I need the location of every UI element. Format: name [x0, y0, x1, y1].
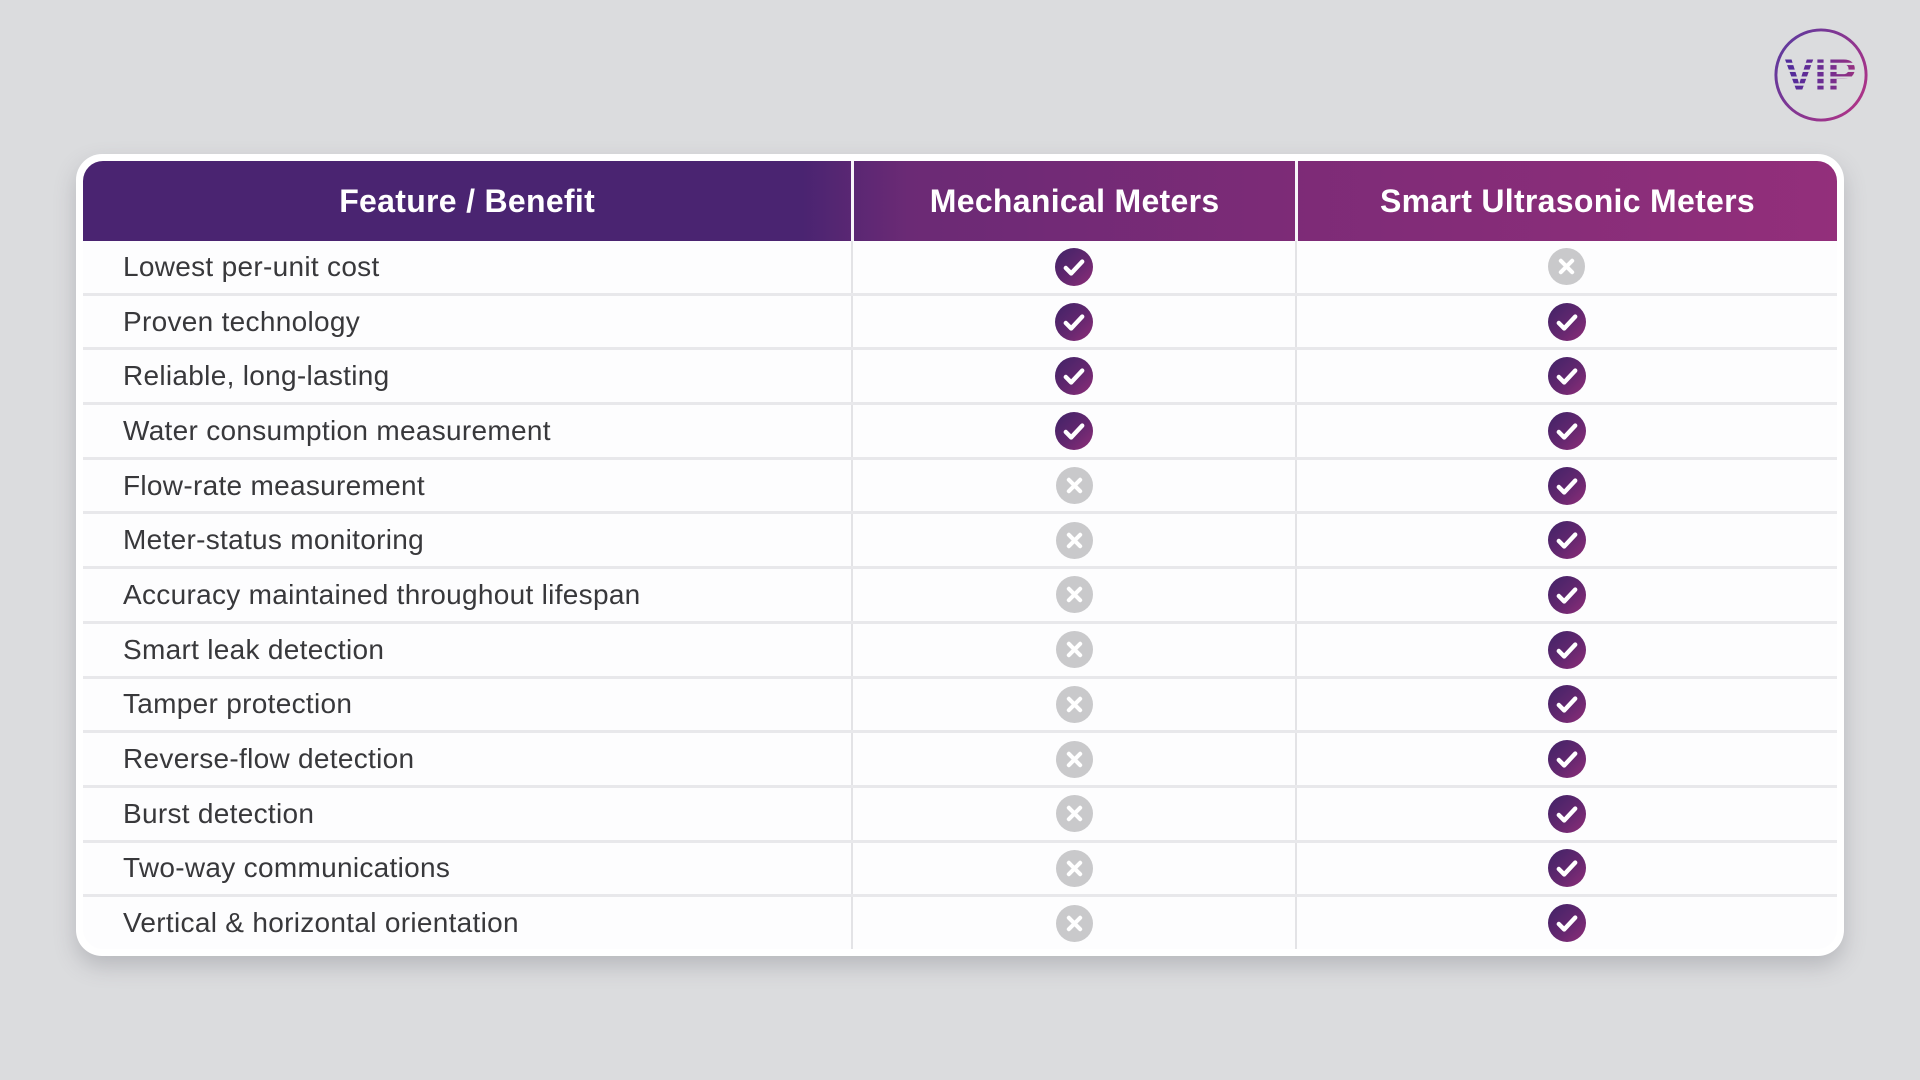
smart-cell: [1295, 514, 1837, 567]
table-row: Two-way communications: [83, 839, 1837, 895]
vip-logo-graphic: VIP: [1774, 28, 1868, 122]
check-icon: [1547, 466, 1586, 505]
cross-icon: [1055, 904, 1093, 942]
mechanical-cell: [851, 733, 1295, 785]
cross-icon: [1055, 795, 1093, 833]
feature-label: Burst detection: [83, 787, 852, 840]
cross-icon: [1055, 631, 1093, 669]
check-icon: [1547, 357, 1586, 396]
check-icon: [1547, 685, 1586, 724]
mechanical-cell: [851, 623, 1295, 676]
table-row: Accuracy maintained throughout lifespan: [83, 566, 1837, 621]
check-icon: [1547, 630, 1586, 669]
table-row: Burst detection: [83, 784, 1837, 840]
vip-logo-text: VIP: [1785, 52, 1857, 100]
mechanical-cell: [851, 459, 1295, 512]
header-cell-feature: Feature / Benefit: [339, 182, 596, 219]
feature-label: Flow-rate measurement: [83, 459, 852, 512]
mechanical-cell: [851, 842, 1295, 895]
vip-logo-stripes: [1784, 62, 1858, 86]
check-icon: [1547, 849, 1586, 888]
smart-cell: [1295, 678, 1837, 731]
mechanical-cell: [851, 787, 1295, 840]
cross-icon: [1548, 248, 1586, 286]
header-cell-smart: Smart Ultrasonic Meters: [1295, 161, 1837, 241]
cross-icon: [1055, 740, 1093, 778]
check-icon: [1547, 411, 1586, 450]
mechanical-cell: [851, 405, 1295, 457]
feature-label: Meter-status monitoring: [83, 514, 852, 567]
comparison-card: Feature / Benefit Mechanical Meters Smar…: [76, 154, 1844, 956]
feature-label: Smart leak detection: [83, 623, 852, 676]
feature-label: Water consumption measurement: [83, 405, 852, 457]
cross-icon: [1055, 467, 1093, 505]
vip-logo: VIP: [1772, 26, 1870, 124]
comparison-table: Feature / Benefit Mechanical Meters Smar…: [83, 161, 1837, 949]
feature-label: Lowest per-unit cost: [83, 241, 852, 293]
table-row: Tamper protection: [83, 675, 1837, 731]
smart-cell: [1295, 459, 1837, 512]
table-row: Flow-rate measurement: [83, 456, 1837, 512]
cross-icon: [1055, 685, 1093, 723]
smart-cell: [1295, 897, 1837, 949]
table-row: Vertical & horizontal orientation: [83, 894, 1837, 949]
table-row: Proven technology: [83, 292, 1837, 348]
mechanical-cell: [851, 295, 1295, 348]
check-icon: [1055, 411, 1094, 450]
smart-cell: [1295, 241, 1837, 293]
feature-label: Proven technology: [83, 295, 852, 348]
table-row: Reliable, long-lasting: [83, 347, 1837, 403]
feature-label: Reverse-flow detection: [83, 733, 852, 785]
check-icon: [1055, 302, 1094, 341]
smart-cell: [1295, 350, 1837, 403]
smart-cell: [1295, 405, 1837, 457]
header-cell-mechanical: Mechanical Meters: [851, 161, 1295, 241]
mechanical-cell: [851, 350, 1295, 403]
feature-label: Two-way communications: [83, 842, 852, 895]
table-row: Meter-status monitoring: [83, 511, 1837, 567]
check-icon: [1055, 247, 1094, 286]
table-body: Lowest per-unit cost Proven technology Rel…: [83, 241, 1837, 949]
table-header: Feature / Benefit Mechanical Meters Smar…: [83, 161, 1837, 241]
smart-cell: [1295, 733, 1837, 785]
vip-logo-ring: [1774, 28, 1868, 122]
feature-label: Accuracy maintained throughout lifespan: [83, 569, 852, 621]
table-row: Smart leak detection: [83, 620, 1837, 676]
smart-cell: [1295, 842, 1837, 895]
mechanical-cell: [851, 897, 1295, 949]
cross-icon: [1055, 576, 1093, 614]
check-icon: [1547, 740, 1586, 779]
cross-icon: [1055, 849, 1093, 887]
check-icon: [1547, 575, 1586, 614]
mechanical-cell: [851, 241, 1295, 293]
check-icon: [1547, 521, 1586, 560]
mechanical-cell: [851, 514, 1295, 567]
feature-label: Vertical & horizontal orientation: [83, 897, 852, 949]
check-icon: [1547, 302, 1586, 341]
smart-cell: [1295, 787, 1837, 840]
mechanical-cell: [851, 569, 1295, 621]
feature-label: Tamper protection: [83, 678, 852, 731]
table-row: Water consumption measurement: [83, 402, 1837, 457]
table-row: Reverse-flow detection: [83, 730, 1837, 785]
check-icon: [1547, 794, 1586, 833]
mechanical-cell: [851, 678, 1295, 731]
cross-icon: [1055, 521, 1093, 559]
feature-label: Reliable, long-lasting: [83, 350, 852, 403]
check-icon: [1547, 904, 1586, 943]
check-icon: [1055, 357, 1094, 396]
smart-cell: [1295, 295, 1837, 348]
smart-cell: [1295, 623, 1837, 676]
smart-cell: [1295, 569, 1837, 621]
table-row: Lowest per-unit cost: [83, 241, 1837, 293]
